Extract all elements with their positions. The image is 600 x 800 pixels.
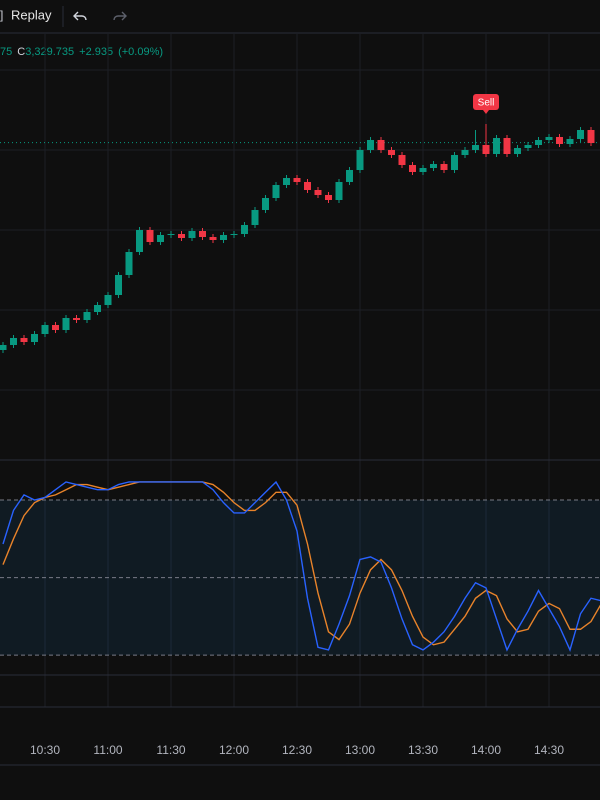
candle-body (10, 338, 17, 345)
candle-body (104, 295, 112, 305)
legend-close-label: C (17, 46, 25, 58)
candle-body (451, 155, 458, 170)
legend-partial: 75 (0, 46, 12, 58)
candle-body (514, 148, 521, 154)
candle-body (272, 185, 280, 198)
candle-body (178, 234, 185, 238)
time-label: 12:00 (219, 743, 249, 757)
candle-body (94, 305, 101, 312)
candle-body (482, 145, 490, 154)
candle-body (157, 235, 164, 242)
candle-body (335, 182, 343, 200)
candle-body (199, 231, 206, 237)
signal-label: Sell (478, 98, 495, 109)
candle-body (136, 230, 143, 252)
candle-body (241, 225, 248, 234)
legend-change-pct: (+0.09%) (118, 46, 163, 58)
candle-body (62, 318, 70, 330)
candle-body (377, 140, 385, 150)
candle-body (587, 130, 595, 143)
time-axis: 10:30 11:00 11:30 12:00 12:30 13:00 13:30 14:00… (30, 743, 564, 757)
toolbar: ] Replay (0, 6, 600, 34)
candle-body (524, 145, 532, 148)
candle-body (545, 137, 553, 140)
candle-body (20, 338, 28, 342)
ohlc-legend: 75 C3,329.735 +2.935 (+0.09%) (0, 46, 163, 58)
time-label: 11:00 (93, 743, 122, 757)
candle-body (367, 140, 374, 150)
candle-body (230, 234, 238, 235)
time-label: 14:00 (471, 743, 501, 757)
candle-body (293, 178, 301, 182)
candle-body (262, 198, 269, 210)
candle-body (146, 230, 154, 242)
candle-body (188, 231, 196, 238)
replay-button[interactable]: Replay (11, 7, 52, 22)
candle-body (251, 210, 259, 225)
candle-body (325, 195, 332, 200)
candle-body (41, 325, 49, 334)
redo-button[interactable] (113, 11, 127, 21)
candle-body (220, 235, 227, 240)
candle-body (314, 190, 322, 195)
candle-body (125, 252, 133, 275)
candle-body (440, 164, 448, 170)
candle-body (0, 345, 7, 350)
candle-body (419, 168, 427, 172)
candle-body (304, 182, 311, 190)
candle-body (535, 140, 542, 145)
oscillator-pane (0, 480, 600, 656)
legend-change: +2.935 (79, 46, 113, 58)
candle-body (461, 150, 469, 155)
candle-body (83, 312, 91, 320)
candle-body (566, 139, 574, 144)
undo-button[interactable] (73, 11, 87, 21)
candle-body (73, 318, 80, 320)
time-label: 10:30 (30, 743, 60, 757)
level-band (0, 500, 600, 656)
candle-body (115, 275, 122, 295)
time-label: 13:30 (408, 743, 438, 757)
toolbar-bracket: ] (0, 8, 3, 22)
candle-body (31, 334, 38, 342)
price-pane: Sell (0, 94, 600, 353)
oscillator-line (2, 481, 600, 646)
candle-body (556, 137, 563, 144)
candle-body (577, 130, 584, 139)
candle-body (430, 164, 437, 168)
candle-body (409, 165, 416, 172)
candle-body (503, 138, 511, 154)
candle-body (346, 170, 353, 182)
candle-body (398, 155, 406, 165)
time-label: 12:30 (282, 743, 312, 757)
candle-body (356, 150, 364, 170)
candle-body (283, 178, 290, 185)
candle-body (472, 145, 479, 150)
candle-body (388, 150, 395, 155)
candle-body (167, 234, 175, 235)
candle-body (493, 138, 500, 154)
signal-pointer (483, 110, 489, 114)
signal-badge (473, 94, 499, 110)
time-label: 13:00 (345, 743, 375, 757)
oscillator-line (2, 480, 600, 652)
legend-close: 3,329.735 (25, 46, 74, 58)
candle-body (209, 237, 217, 240)
candle-body (52, 325, 59, 330)
time-label: 14:30 (534, 743, 564, 757)
time-label: 11:30 (156, 743, 185, 757)
